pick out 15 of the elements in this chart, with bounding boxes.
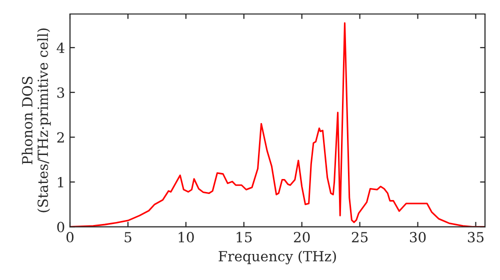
y-tick-label: 3 (57, 87, 64, 98)
x-tick-label: 25 (352, 232, 368, 242)
y-tick-label: 4 (56, 42, 64, 53)
y-tick-label: 2 (57, 132, 64, 142)
x-tick-label: 0 (66, 232, 74, 242)
x-tick-label: 35 (468, 232, 484, 242)
y-tick-label: 1 (58, 176, 64, 188)
x-axis-title: Frequency (THz) (218, 250, 336, 264)
x-tick-label: 20 (294, 232, 310, 242)
x-tick-label: 10 (178, 232, 194, 242)
x-tick-label: 15 (236, 232, 252, 242)
y-tick-label: 0 (57, 222, 64, 232)
x-tick-label: 30 (410, 232, 426, 242)
y-axis-title: Phonon DOS (States/THz·primitive cell) (22, 28, 51, 212)
x-tick-label: 5 (124, 232, 132, 242)
